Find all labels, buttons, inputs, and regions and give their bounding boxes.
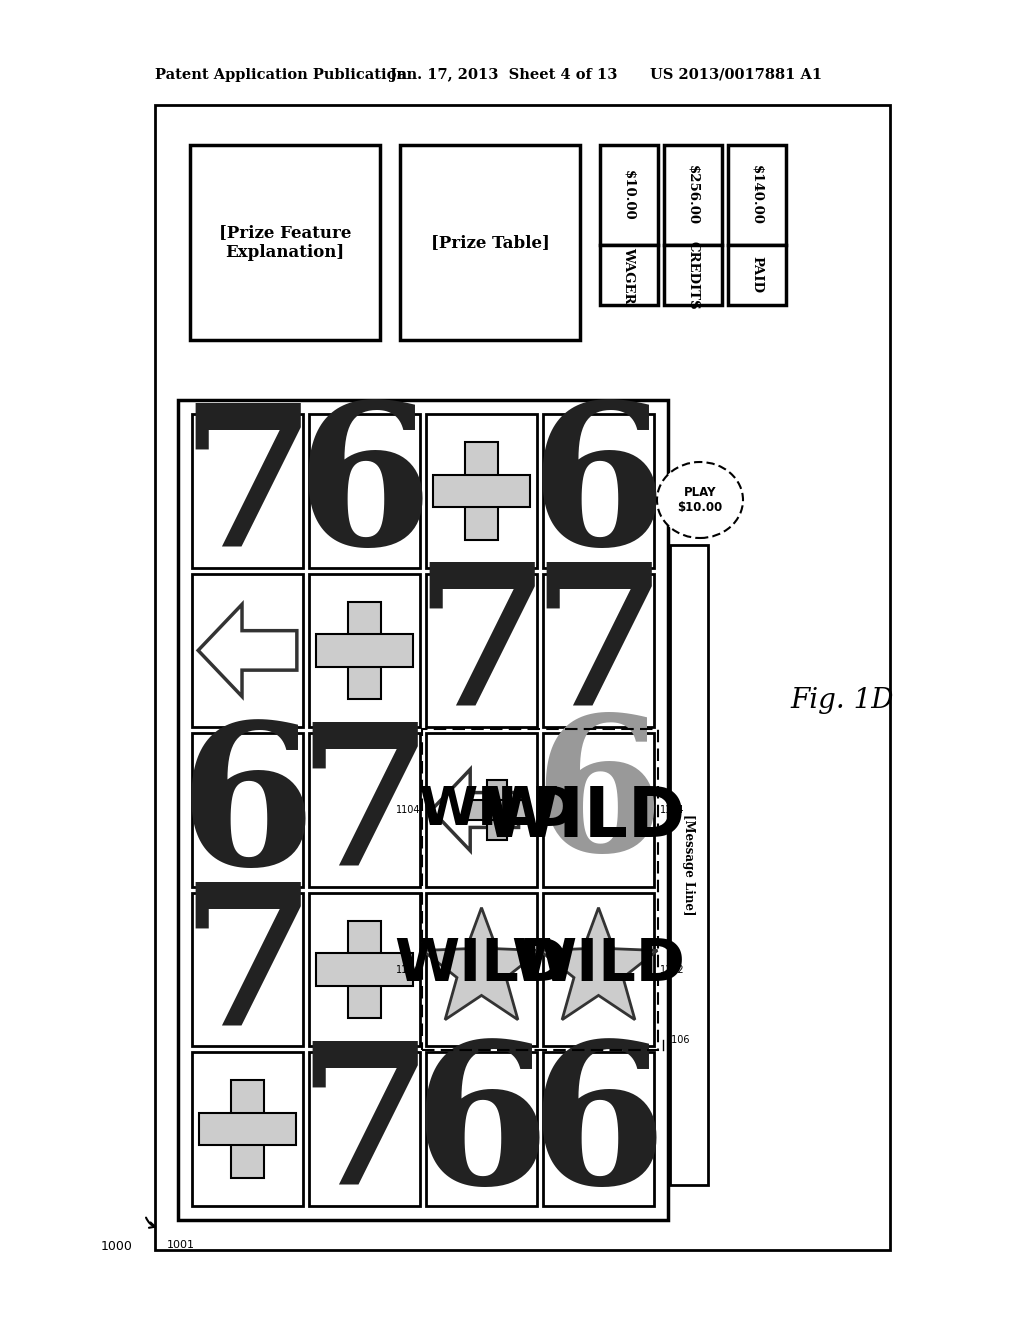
Bar [433, 475, 530, 507]
Bar [400, 145, 580, 341]
Text: Jan. 17, 2013  Sheet 4 of 13: Jan. 17, 2013 Sheet 4 of 13 [390, 69, 617, 82]
Bar [670, 545, 708, 1185]
Text: Patent Application Publication: Patent Application Publication [155, 69, 407, 82]
Bar [193, 1052, 303, 1206]
Text: 6: 6 [530, 395, 667, 586]
Text: WAGER: WAGER [623, 247, 636, 304]
Bar [190, 145, 380, 341]
Bar [193, 733, 303, 887]
Bar [465, 442, 498, 540]
Text: 6: 6 [413, 1034, 550, 1225]
Text: [Message Line]: [Message Line] [683, 814, 695, 916]
Text: US 2013/0017881 A1: US 2013/0017881 A1 [650, 69, 822, 82]
Text: 1104: 1104 [660, 805, 684, 814]
Text: 7: 7 [296, 714, 433, 906]
Text: [Prize Table]: [Prize Table] [430, 234, 550, 251]
Bar [728, 145, 786, 246]
Bar [543, 1052, 654, 1206]
Bar [199, 1113, 296, 1146]
Text: $140.00: $140.00 [751, 165, 764, 224]
Bar [155, 106, 890, 1250]
Bar [467, 800, 526, 820]
Text: WILD: WILD [482, 784, 686, 850]
Bar [664, 145, 722, 246]
Text: CREDITS: CREDITS [686, 240, 699, 309]
Bar [543, 414, 654, 568]
Text: Fig. 1D: Fig. 1D [790, 686, 894, 714]
Polygon shape [540, 908, 657, 1020]
Bar [426, 1052, 537, 1206]
Bar [487, 780, 507, 840]
Bar [193, 892, 303, 1047]
Polygon shape [423, 908, 541, 1020]
Bar [426, 414, 537, 568]
Bar [348, 921, 381, 1018]
Text: WILD: WILD [418, 784, 575, 836]
Bar [543, 574, 654, 727]
Text: 1001: 1001 [167, 1239, 195, 1250]
Bar [193, 574, 303, 727]
Polygon shape [431, 770, 518, 850]
Bar [315, 953, 414, 986]
Bar [178, 400, 668, 1220]
Bar [426, 574, 537, 727]
Text: 6: 6 [179, 714, 316, 906]
Text: WILD: WILD [512, 936, 685, 993]
Text: 7: 7 [296, 1034, 433, 1225]
Text: 1104: 1104 [395, 965, 420, 974]
Bar [600, 246, 658, 305]
Text: 1000: 1000 [101, 1239, 133, 1253]
Bar [309, 414, 420, 568]
Text: 6: 6 [296, 395, 433, 586]
Bar [315, 634, 414, 667]
Bar [543, 892, 654, 1047]
Bar [309, 1052, 420, 1206]
Text: 6: 6 [534, 708, 664, 890]
Text: 6: 6 [530, 1034, 667, 1225]
Bar [543, 733, 654, 887]
Bar [348, 602, 381, 700]
Text: [Prize Feature
Explanation]: [Prize Feature Explanation] [219, 224, 351, 261]
Text: $256.00: $256.00 [686, 165, 699, 224]
Text: WILD: WILD [394, 936, 568, 993]
Text: 7: 7 [413, 554, 550, 746]
Bar [309, 574, 420, 727]
Text: 1106: 1106 [666, 1035, 690, 1045]
Polygon shape [199, 605, 297, 697]
Text: $10.00: $10.00 [623, 170, 636, 220]
Text: 1104: 1104 [395, 805, 420, 814]
Ellipse shape [657, 462, 743, 539]
Text: 7: 7 [179, 395, 316, 586]
Bar [422, 729, 658, 1051]
Text: 1102: 1102 [660, 965, 685, 974]
Text: PLAY
$10.00: PLAY $10.00 [677, 486, 723, 513]
Text: PAID: PAID [751, 256, 764, 293]
Bar [664, 246, 722, 305]
Bar [231, 1081, 264, 1177]
Bar [728, 246, 786, 305]
Bar [309, 892, 420, 1047]
Bar [426, 892, 537, 1047]
Text: 7: 7 [530, 554, 667, 746]
Bar [309, 733, 420, 887]
Bar [426, 733, 537, 887]
Bar [193, 414, 303, 568]
Text: 7: 7 [179, 874, 316, 1065]
Bar [600, 145, 658, 246]
